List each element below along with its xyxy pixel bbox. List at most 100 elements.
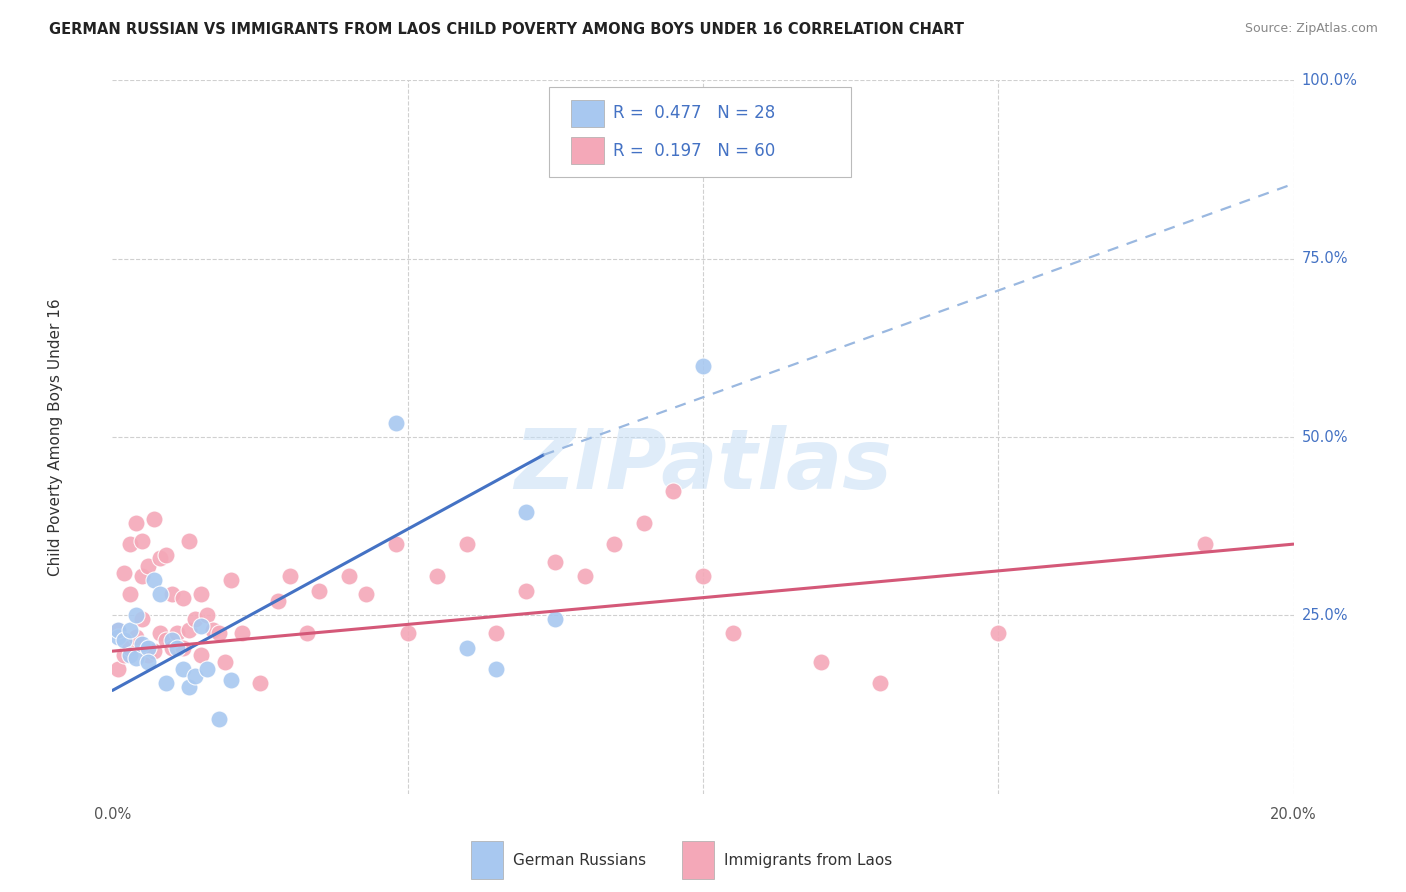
Point bbox=[633, 516, 655, 530]
Point bbox=[190, 648, 212, 662]
Text: 0.0%: 0.0% bbox=[94, 806, 131, 822]
Point bbox=[456, 640, 478, 655]
Point bbox=[249, 676, 271, 690]
Point bbox=[125, 651, 148, 665]
Point bbox=[485, 626, 508, 640]
Point bbox=[219, 573, 242, 587]
Point bbox=[172, 640, 194, 655]
Point bbox=[120, 537, 142, 551]
Text: ZIPatlas: ZIPatlas bbox=[515, 425, 891, 506]
Text: Child Poverty Among Boys Under 16: Child Poverty Among Boys Under 16 bbox=[48, 298, 63, 576]
Point bbox=[603, 537, 626, 551]
Point bbox=[120, 623, 142, 637]
Point bbox=[515, 505, 537, 519]
Point bbox=[112, 633, 135, 648]
Point bbox=[136, 558, 159, 573]
Point bbox=[544, 555, 567, 569]
Point bbox=[308, 583, 330, 598]
Text: GERMAN RUSSIAN VS IMMIGRANTS FROM LAOS CHILD POVERTY AMONG BOYS UNDER 16 CORRELA: GERMAN RUSSIAN VS IMMIGRANTS FROM LAOS C… bbox=[49, 22, 965, 37]
Point bbox=[112, 648, 135, 662]
Point bbox=[136, 648, 159, 662]
Point bbox=[155, 548, 177, 562]
Point bbox=[426, 569, 449, 583]
Point bbox=[208, 712, 231, 726]
Point bbox=[107, 662, 129, 676]
Point bbox=[515, 583, 537, 598]
Point bbox=[356, 587, 378, 601]
Point bbox=[190, 619, 212, 633]
Point bbox=[149, 626, 172, 640]
FancyBboxPatch shape bbox=[571, 137, 603, 164]
Point bbox=[219, 673, 242, 687]
Point bbox=[107, 630, 129, 644]
Point bbox=[107, 623, 129, 637]
Point bbox=[267, 594, 290, 608]
FancyBboxPatch shape bbox=[571, 100, 603, 127]
Point bbox=[337, 569, 360, 583]
Point bbox=[184, 669, 207, 683]
Point bbox=[456, 537, 478, 551]
FancyBboxPatch shape bbox=[682, 841, 714, 880]
Text: Immigrants from Laos: Immigrants from Laos bbox=[724, 853, 893, 868]
Point bbox=[574, 569, 596, 583]
Point bbox=[692, 569, 714, 583]
FancyBboxPatch shape bbox=[471, 841, 503, 880]
Point bbox=[131, 569, 153, 583]
Point bbox=[160, 587, 183, 601]
Point bbox=[179, 680, 201, 694]
Point bbox=[125, 630, 148, 644]
Point bbox=[214, 655, 236, 669]
Point bbox=[155, 676, 177, 690]
Point bbox=[155, 633, 177, 648]
Point bbox=[166, 640, 188, 655]
Point bbox=[120, 648, 142, 662]
Text: 50.0%: 50.0% bbox=[1302, 430, 1348, 444]
Point bbox=[149, 551, 172, 566]
Point bbox=[190, 587, 212, 601]
Text: 75.0%: 75.0% bbox=[1302, 252, 1348, 266]
Point bbox=[179, 623, 201, 637]
Point bbox=[125, 608, 148, 623]
Point bbox=[179, 533, 201, 548]
Point bbox=[869, 676, 891, 690]
Point bbox=[231, 626, 253, 640]
Point bbox=[149, 587, 172, 601]
Point bbox=[120, 640, 142, 655]
Point bbox=[160, 640, 183, 655]
Point bbox=[385, 537, 408, 551]
Text: Source: ZipAtlas.com: Source: ZipAtlas.com bbox=[1244, 22, 1378, 36]
Point bbox=[195, 608, 218, 623]
Point bbox=[120, 587, 142, 601]
Point bbox=[142, 573, 165, 587]
Text: 20.0%: 20.0% bbox=[1270, 806, 1317, 822]
Point bbox=[125, 516, 148, 530]
Point bbox=[692, 359, 714, 373]
Point bbox=[208, 626, 231, 640]
Point bbox=[385, 416, 408, 430]
Point bbox=[201, 623, 224, 637]
Text: 25.0%: 25.0% bbox=[1302, 608, 1348, 623]
Point bbox=[396, 626, 419, 640]
Point bbox=[810, 655, 832, 669]
Point bbox=[112, 566, 135, 580]
Point bbox=[142, 512, 165, 526]
Point bbox=[142, 644, 165, 658]
Point bbox=[544, 612, 567, 626]
Point bbox=[166, 626, 188, 640]
FancyBboxPatch shape bbox=[550, 87, 851, 177]
Text: R =  0.197   N = 60: R = 0.197 N = 60 bbox=[613, 142, 776, 160]
Point bbox=[184, 612, 207, 626]
Point bbox=[131, 612, 153, 626]
Text: 100.0%: 100.0% bbox=[1302, 73, 1358, 87]
Point bbox=[107, 623, 129, 637]
Point bbox=[136, 655, 159, 669]
Point bbox=[278, 569, 301, 583]
Point bbox=[662, 483, 685, 498]
Point bbox=[1194, 537, 1216, 551]
Point bbox=[160, 633, 183, 648]
Point bbox=[131, 533, 153, 548]
Point bbox=[131, 637, 153, 651]
Point bbox=[297, 626, 319, 640]
Point bbox=[172, 662, 194, 676]
Point bbox=[136, 640, 159, 655]
